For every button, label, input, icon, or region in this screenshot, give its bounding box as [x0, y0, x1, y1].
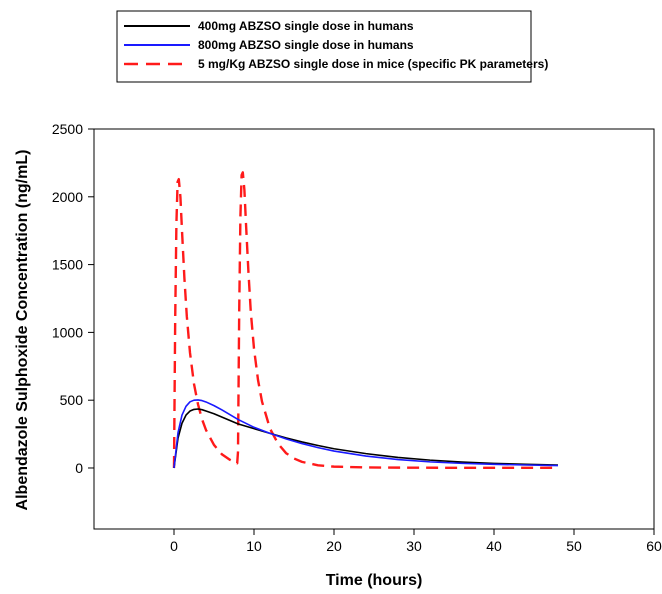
x-tick-label: 50	[566, 538, 582, 554]
x-tick-label: 0	[170, 538, 178, 554]
y-tick-label: 1000	[52, 324, 83, 340]
x-tick-label: 40	[486, 538, 502, 554]
x-axis-title: Time (hours)	[326, 572, 423, 589]
series-line-3	[172, 171, 558, 470]
y-axis-title: Albendazole Sulphoxide Concentration (ng…	[14, 150, 31, 511]
x-tick-label: 30	[406, 538, 422, 554]
series-layer	[172, 171, 559, 470]
legend-label-1: 400mg ABZSO single dose in humans	[198, 19, 414, 33]
y-axis: 0 500 1000 1500 2000 2500	[52, 121, 94, 476]
y-tick-label: 0	[75, 460, 83, 476]
x-axis: 0 10 20 30 40 50 60	[170, 529, 662, 554]
x-tick-label: 20	[326, 538, 342, 554]
y-tick-label: 500	[60, 392, 84, 408]
plot-area-frame	[93, 128, 655, 530]
y-tick-label: 2000	[52, 189, 83, 205]
y-tick-label: 1500	[52, 257, 83, 273]
x-tick-label: 60	[646, 538, 662, 554]
legend-label-2: 800mg ABZSO single dose in humans	[198, 38, 414, 52]
legend-label-3: 5 mg/Kg ABZSO single dose in mice (speci…	[198, 57, 548, 71]
x-tick-label: 10	[246, 538, 262, 554]
y-tick-label: 2500	[52, 121, 83, 137]
series-line-1	[173, 408, 559, 469]
legend: 400mg ABZSO single dose in humans 800mg A…	[116, 10, 548, 83]
legend-box	[116, 10, 532, 83]
series-line-2	[173, 399, 559, 469]
